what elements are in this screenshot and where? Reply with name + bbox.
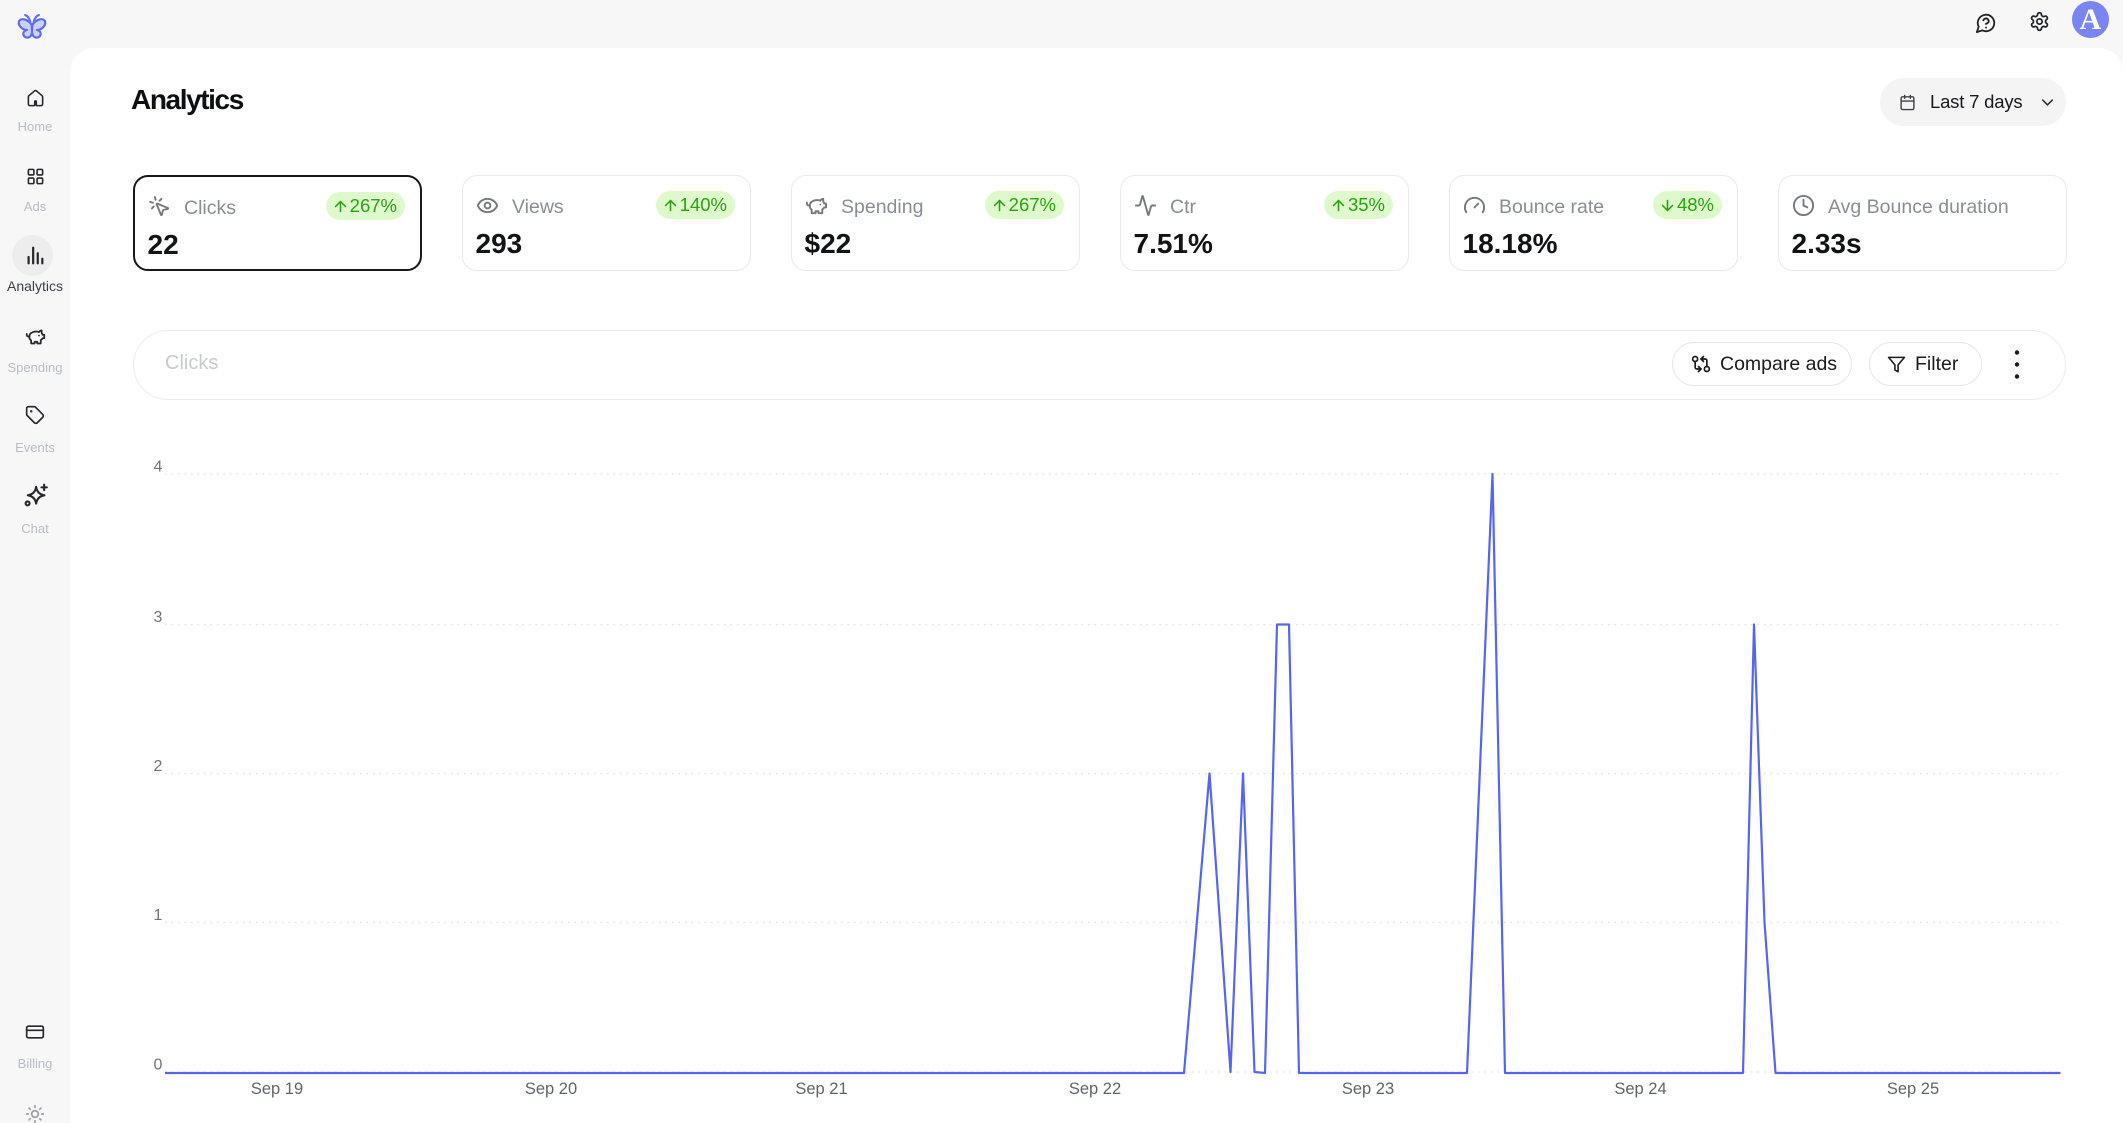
svg-text:Sep 24: Sep 24 <box>1614 1080 1666 1098</box>
svg-text:0: 0 <box>154 1057 163 1074</box>
svg-text:4: 4 <box>154 459 163 476</box>
svg-text:1: 1 <box>154 907 163 924</box>
svg-text:Sep 22: Sep 22 <box>1069 1080 1121 1098</box>
svg-text:3: 3 <box>154 609 163 626</box>
svg-text:Sep 23: Sep 23 <box>1342 1080 1394 1098</box>
svg-text:Sep 19: Sep 19 <box>251 1080 303 1098</box>
svg-text:2: 2 <box>154 758 163 775</box>
svg-text:Sep 25: Sep 25 <box>1887 1080 1939 1098</box>
svg-text:Sep 21: Sep 21 <box>795 1080 847 1098</box>
svg-text:Sep 20: Sep 20 <box>525 1080 577 1098</box>
